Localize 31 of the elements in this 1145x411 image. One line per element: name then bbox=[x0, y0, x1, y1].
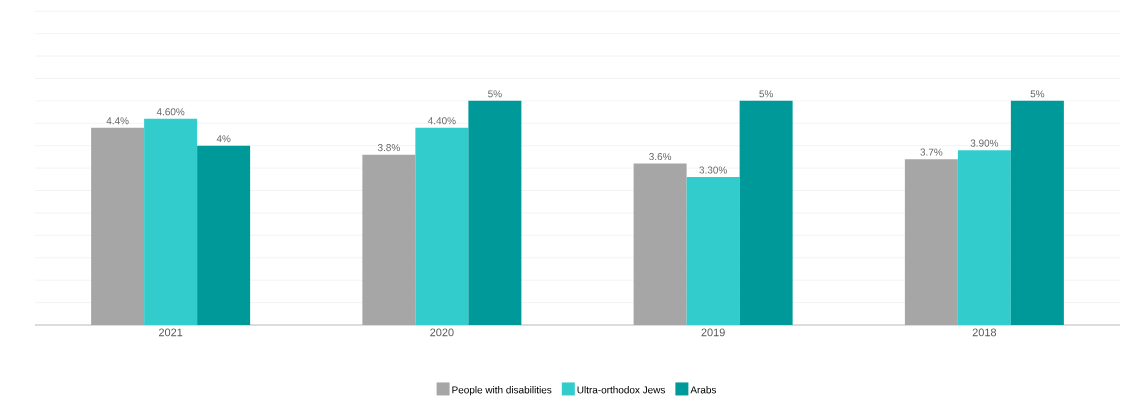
legend-label: People with disabilities bbox=[452, 386, 552, 396]
data-label: 4% bbox=[216, 135, 231, 143]
data-label: 4.60% bbox=[156, 108, 185, 116]
bar bbox=[904, 159, 958, 325]
legend-label: Arabs bbox=[690, 386, 717, 394]
bar bbox=[957, 150, 1011, 325]
legend-label: Ultra-orthodox Jews bbox=[577, 386, 666, 394]
data-label: 3.6% bbox=[649, 153, 672, 161]
bar bbox=[415, 127, 469, 325]
bar bbox=[633, 163, 687, 325]
data-label: 3.30% bbox=[699, 166, 727, 174]
x-tick-label: 2021 bbox=[158, 328, 183, 337]
data-label: 4.4% bbox=[106, 117, 129, 125]
bar bbox=[686, 177, 740, 325]
bar bbox=[362, 154, 416, 325]
data-label: 3.90% bbox=[970, 139, 999, 147]
bar bbox=[739, 100, 793, 325]
bar bbox=[468, 100, 522, 325]
x-tick-label: 2019 bbox=[701, 328, 725, 337]
bar bbox=[91, 127, 145, 325]
data-label: 4.40% bbox=[427, 117, 456, 125]
data-label: 5% bbox=[1030, 90, 1045, 98]
bar bbox=[197, 145, 251, 325]
bar bbox=[144, 118, 198, 325]
x-tick-label: 2020 bbox=[430, 328, 454, 337]
data-label: 3.7% bbox=[920, 148, 943, 156]
data-label: 5% bbox=[759, 90, 773, 98]
data-label: 5% bbox=[488, 90, 502, 98]
x-tick-label: 2018 bbox=[972, 328, 997, 337]
bar bbox=[1010, 100, 1064, 325]
data-label: 3.8% bbox=[377, 144, 400, 152]
